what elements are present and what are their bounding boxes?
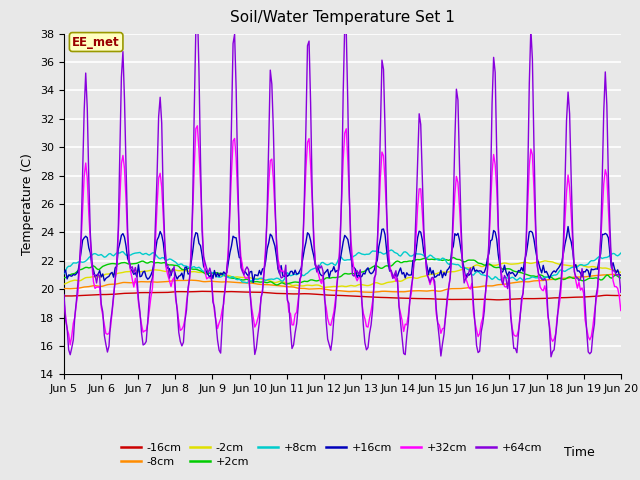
Title: Soil/Water Temperature Set 1: Soil/Water Temperature Set 1 <box>230 11 455 25</box>
Legend: -16cm, -8cm, -2cm, +2cm, +8cm, +16cm, +32cm, +64cm: -16cm, -8cm, -2cm, +2cm, +8cm, +16cm, +3… <box>116 439 547 471</box>
Y-axis label: Temperature (C): Temperature (C) <box>22 153 35 255</box>
Text: EE_met: EE_met <box>72 36 120 48</box>
Text: Time: Time <box>564 446 595 459</box>
